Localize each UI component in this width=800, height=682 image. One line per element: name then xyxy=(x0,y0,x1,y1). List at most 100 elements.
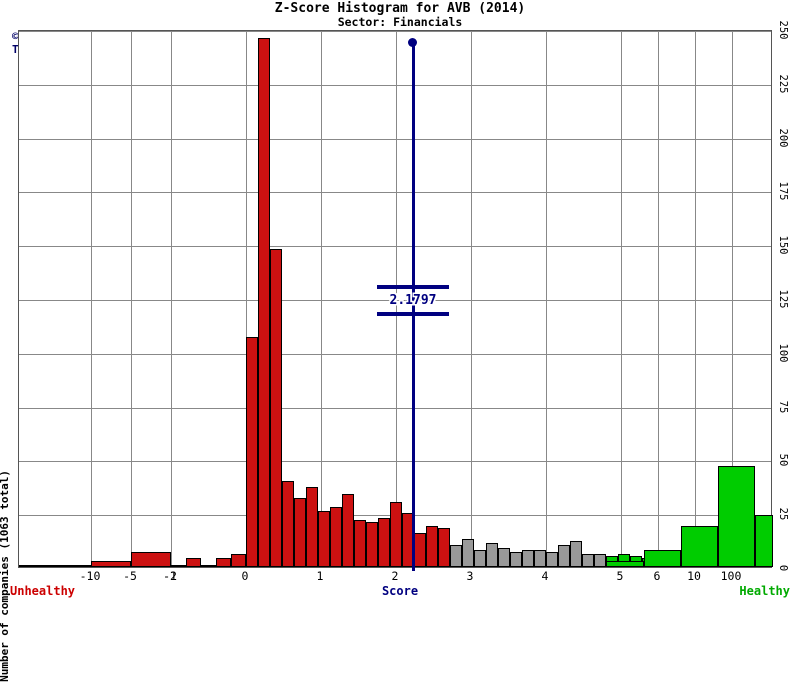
score-marker-dot xyxy=(408,38,417,47)
gridline-horizontal xyxy=(19,353,771,355)
x-tick-label: 1 xyxy=(316,569,324,583)
gridline-horizontal xyxy=(19,407,771,409)
histogram-bar xyxy=(570,541,582,567)
y-tick-label: 25 xyxy=(777,507,789,521)
histogram-bar xyxy=(644,549,681,567)
score-marker-line xyxy=(412,42,415,571)
gridline-vertical xyxy=(546,31,547,567)
gridline-horizontal xyxy=(19,300,771,301)
histogram-bar xyxy=(231,554,246,567)
x-tick-label: 5 xyxy=(616,569,624,583)
histogram-bar xyxy=(270,248,282,567)
y-axis-title-wrap: Number of companies (1063 total) xyxy=(0,170,16,682)
histogram-bar xyxy=(366,521,378,567)
x-tick-label: 3 xyxy=(466,569,474,583)
x-tick-label: -1 xyxy=(163,569,177,583)
score-marker-bracket-top xyxy=(377,285,449,289)
x-tick-label: -10 xyxy=(79,569,101,583)
histogram-bar xyxy=(474,549,486,567)
histogram-bar xyxy=(342,493,354,567)
histogram-bar xyxy=(246,336,258,567)
y-tick-label: 175 xyxy=(777,181,789,201)
gridline-vertical xyxy=(396,31,397,567)
histogram-bar xyxy=(186,558,201,567)
histogram-bar xyxy=(91,560,131,567)
histogram-bar xyxy=(282,480,294,567)
histogram-bar xyxy=(258,37,270,567)
healthy-label: Healthy xyxy=(739,584,790,598)
y-tick-label: 125 xyxy=(777,289,789,309)
chart-subtitle: Sector: Financials xyxy=(337,15,463,29)
histogram-bar xyxy=(755,515,773,567)
histogram-bar xyxy=(294,498,306,567)
histogram-bar xyxy=(378,517,390,567)
histogram-bar xyxy=(681,526,718,567)
x-tick-label: 2 xyxy=(391,569,399,583)
histogram-bar xyxy=(546,551,558,567)
gridline-vertical xyxy=(732,31,733,567)
x-tick-label: 10 xyxy=(687,569,701,583)
gridline-horizontal xyxy=(19,461,771,463)
y-axis-title: Number of companies (1063 total) xyxy=(0,470,11,682)
y-tick-label: 50 xyxy=(777,454,789,467)
gridline-vertical xyxy=(91,31,92,567)
gridline-horizontal xyxy=(19,84,771,86)
y-tick-label: 100 xyxy=(777,343,789,363)
chart-title: Z-Score Histogram for AVB (2014) xyxy=(274,1,526,16)
unhealthy-label: Unhealthy xyxy=(10,584,76,598)
y-tick-label: 0 xyxy=(777,564,789,572)
histogram-bar xyxy=(606,560,644,567)
gridline-vertical xyxy=(695,31,696,567)
histogram-bar xyxy=(594,554,606,567)
gridline-vertical xyxy=(321,31,322,567)
gridline-horizontal xyxy=(19,31,771,32)
histogram-bar xyxy=(131,551,171,567)
gridline-horizontal xyxy=(19,246,771,248)
histogram-bar xyxy=(462,539,474,567)
histogram-bar xyxy=(171,564,186,567)
histogram-bar xyxy=(390,502,402,567)
gridline-vertical xyxy=(171,31,172,567)
histogram-bar xyxy=(201,564,216,567)
histogram-bar xyxy=(19,564,91,567)
gridline-vertical xyxy=(471,31,472,567)
histogram-bar xyxy=(718,465,755,567)
histogram-bar xyxy=(522,549,534,567)
histogram-bar xyxy=(330,506,342,567)
x-tick-label: 100 xyxy=(720,569,742,583)
y-tick-label: 150 xyxy=(777,235,789,255)
gridline-vertical xyxy=(131,31,132,567)
gridline-vertical xyxy=(658,31,659,567)
histogram-bar xyxy=(498,547,510,567)
x-tick-label: 6 xyxy=(653,569,661,583)
gridline-horizontal xyxy=(19,138,771,140)
gridline-vertical xyxy=(621,31,622,567)
x-tick-label: -2 xyxy=(163,569,177,583)
histogram-bar xyxy=(216,558,231,567)
histogram-bar xyxy=(486,543,498,567)
y-tick-label: 225 xyxy=(777,74,789,94)
plot-area xyxy=(18,30,773,568)
score-marker-value: 2.1797 xyxy=(389,293,437,308)
histogram-bar xyxy=(438,528,450,567)
histogram-bar xyxy=(534,549,546,567)
y-tick-label: 75 xyxy=(777,400,789,413)
gridline-horizontal xyxy=(19,192,771,194)
histogram-bar xyxy=(414,532,426,567)
histogram-bar xyxy=(558,545,570,567)
gridline-vertical xyxy=(246,31,247,567)
histogram-bar xyxy=(426,526,438,567)
histogram-bars xyxy=(19,31,773,567)
y-tick-label: 250 xyxy=(777,20,789,40)
histogram-bar xyxy=(318,511,330,567)
x-tick-label: 0 xyxy=(241,569,249,583)
x-tick-label: 4 xyxy=(541,569,549,583)
histogram-bar xyxy=(582,554,594,567)
histogram-bar xyxy=(306,487,318,567)
histogram-bar xyxy=(354,519,366,567)
x-tick-label: -5 xyxy=(123,569,137,583)
score-marker-bracket-bottom xyxy=(377,312,449,316)
histogram-bar xyxy=(510,551,522,567)
x-axis-label: Score xyxy=(381,584,419,598)
